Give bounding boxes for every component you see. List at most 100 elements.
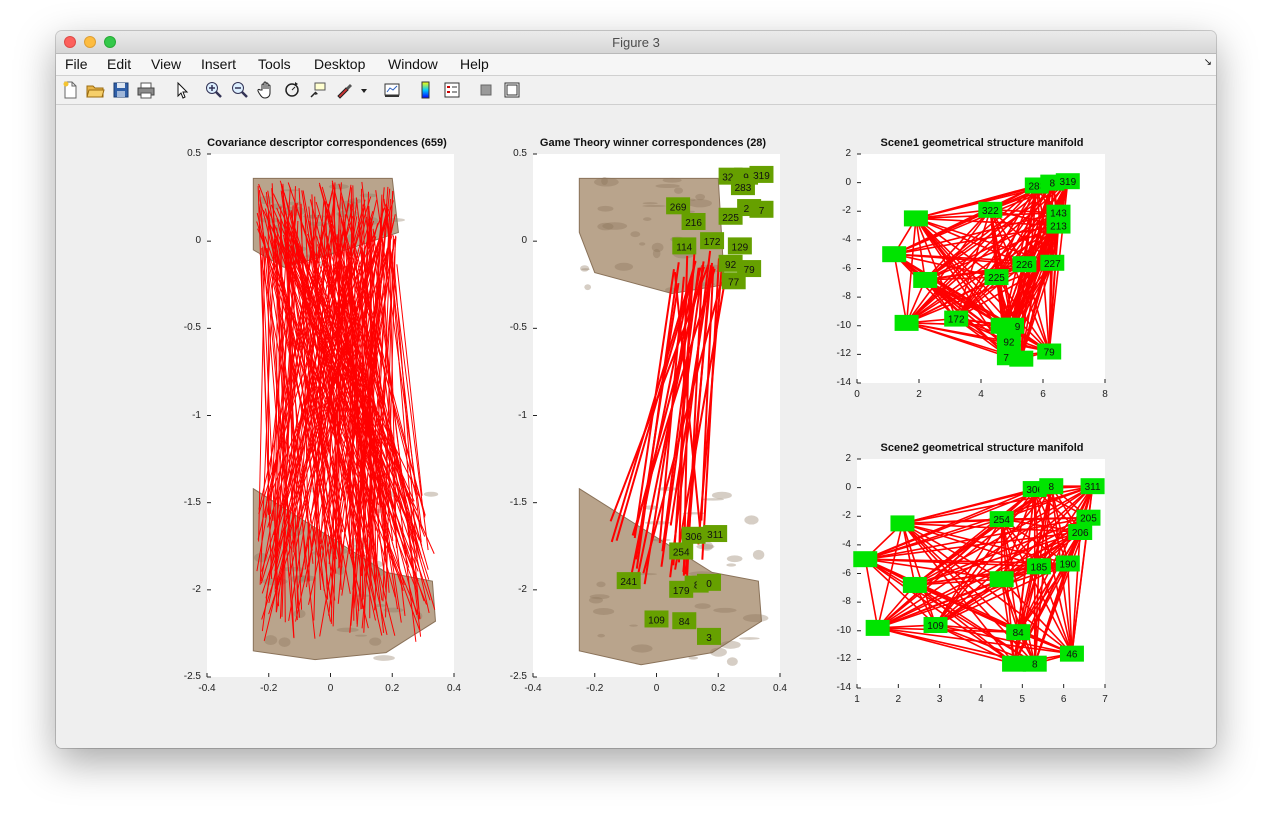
correspondence-line: [260, 231, 324, 582]
y-tick-label: 0.5: [187, 148, 201, 159]
y-tick-label: 2: [845, 148, 851, 159]
x-tick-label: 0: [653, 683, 660, 694]
pan-hand-icon[interactable]: [256, 80, 276, 100]
rotate-3d-icon[interactable]: [282, 80, 302, 100]
link-plot-icon[interactable]: [382, 80, 402, 100]
x-tick-label: 0.4: [773, 683, 787, 694]
rock-texture: [580, 265, 590, 272]
correspondence-line: [285, 231, 325, 591]
point-marker: [996, 333, 1021, 350]
point-label: 306: [685, 532, 702, 543]
axes3-title: Scene1 geometrical structure manifold: [880, 137, 1084, 149]
point-label: 283: [1028, 181, 1045, 192]
rock-texture: [726, 657, 738, 666]
structure-edge: [1034, 488, 1069, 564]
y-tick-label: -8: [842, 596, 851, 608]
correspondence-line: [361, 263, 395, 629]
menu-overflow-arrow-icon[interactable]: ↘: [1203, 57, 1212, 68]
structure-edge: [1001, 263, 1026, 327]
point-label: 8: [1048, 482, 1054, 493]
y-tick-label: -1: [518, 409, 527, 421]
menu-file[interactable]: File: [65, 56, 88, 72]
data-cursor-icon[interactable]: [308, 80, 328, 100]
structure-edge: [865, 558, 1002, 581]
rock-texture: [423, 491, 439, 497]
structure-edge: [914, 584, 1015, 665]
point-label: 8: [1032, 660, 1038, 671]
point-marker: [1055, 173, 1080, 190]
show-plot-tools-icon[interactable]: [502, 80, 522, 100]
edit-plot-arrow-icon[interactable]: [172, 80, 192, 100]
rock-texture: [278, 637, 291, 647]
menu-desktop[interactable]: Desktop: [314, 56, 366, 72]
open-file-icon[interactable]: [85, 80, 105, 100]
point-marker: [672, 237, 697, 255]
correspondence-line: [338, 208, 384, 550]
insert-legend-icon[interactable]: [442, 80, 462, 100]
rock-texture: [589, 594, 610, 600]
y-tick-label: 0: [845, 481, 851, 493]
x-tick-label: 6: [1060, 694, 1067, 705]
structure-edge: [914, 518, 1003, 586]
menu-tools[interactable]: Tools: [258, 56, 291, 72]
rock-texture: [713, 607, 737, 613]
point-marker: [903, 210, 928, 227]
correspondence-line: [260, 220, 374, 584]
rock-texture: [694, 603, 711, 609]
correspondence-line: [356, 186, 389, 627]
structure-edge: [877, 627, 1015, 665]
rock-texture: [592, 607, 615, 615]
x-tick-label: 0: [854, 389, 860, 400]
point-marker: [989, 511, 1014, 528]
menu-insert[interactable]: Insert: [201, 56, 237, 72]
hide-plot-tools-icon[interactable]: [476, 80, 496, 100]
structure-edge: [914, 584, 1036, 665]
correspondence-line: [270, 200, 394, 573]
correspondence-line: [285, 262, 360, 525]
structure-edge: [894, 211, 1059, 255]
zoom-button[interactable]: [104, 36, 116, 48]
point-marker: [727, 237, 752, 255]
point-marker: [718, 207, 743, 225]
point-marker: [681, 526, 706, 544]
axes3-plot: 3222838319143213226227225172129927977: [882, 173, 1080, 367]
brush-dropdown-icon[interactable]: [354, 80, 367, 100]
title-bar[interactable]: Figure 3: [56, 31, 1216, 54]
close-button[interactable]: [64, 36, 76, 48]
rock-texture: [354, 634, 368, 637]
correspondence-line: [314, 259, 371, 559]
menu-help[interactable]: Help: [460, 56, 489, 72]
insert-colorbar-icon[interactable]: [416, 80, 436, 100]
figure-canvas: 3229319283269267216225114172129927977306…: [56, 105, 1216, 748]
winner-correspondence-line: [609, 264, 710, 522]
winner-correspondence-line: [697, 264, 723, 545]
save-icon[interactable]: [111, 80, 131, 100]
structure-edge: [1033, 566, 1040, 664]
menu-edit[interactable]: Edit: [107, 56, 132, 72]
structure-edge: [915, 217, 1050, 353]
structure-edge: [1001, 578, 1073, 655]
point-label: 205: [1080, 514, 1097, 525]
menu-window[interactable]: Window: [388, 56, 438, 72]
point-marker: [666, 197, 691, 215]
new-figure-icon[interactable]: [60, 80, 80, 100]
structure-edge: [915, 217, 1013, 327]
rock-texture: [655, 184, 680, 189]
point-label: 269: [670, 202, 687, 213]
brush-icon[interactable]: [334, 80, 354, 100]
correspondence-line: [393, 262, 418, 559]
print-icon[interactable]: [136, 80, 156, 100]
structure-edge: [865, 518, 1002, 560]
structure-edge: [893, 253, 1004, 327]
zoom-out-icon[interactable]: [230, 80, 250, 100]
rock-texture: [688, 198, 696, 202]
minimize-button[interactable]: [84, 36, 96, 48]
point-marker: [730, 178, 755, 196]
zoom-in-icon[interactable]: [204, 80, 224, 100]
point-label: 79: [1044, 348, 1056, 359]
point-label: 185: [688, 581, 705, 592]
point-label: 114: [676, 242, 692, 253]
menu-view[interactable]: View: [151, 56, 182, 72]
rock-texture: [597, 205, 614, 212]
x-tick-label: 0.2: [385, 683, 400, 694]
